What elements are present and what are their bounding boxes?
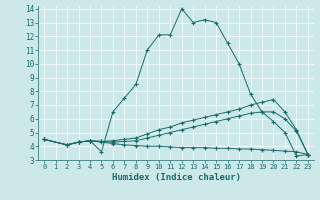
X-axis label: Humidex (Indice chaleur): Humidex (Indice chaleur): [111, 173, 241, 182]
